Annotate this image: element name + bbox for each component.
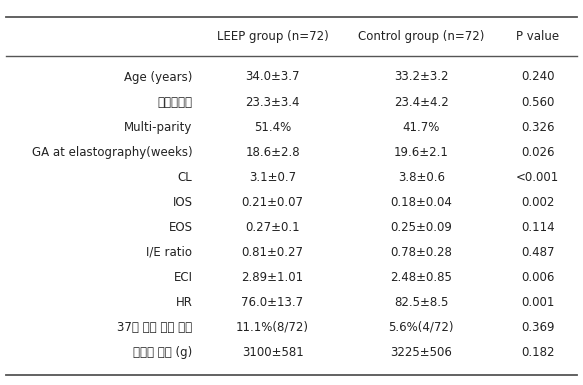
Text: Multi-parity: Multi-parity [124, 121, 192, 134]
Text: 체질량지수: 체질량지수 [157, 95, 192, 109]
Text: 3100±581: 3100±581 [242, 346, 303, 359]
Text: 19.6±2.1: 19.6±2.1 [394, 146, 449, 159]
Text: ECI: ECI [173, 271, 192, 284]
Text: 0.001: 0.001 [521, 296, 554, 309]
Text: CL: CL [178, 171, 192, 184]
Text: 33.2±3.2: 33.2±3.2 [394, 70, 448, 84]
Text: 37주 이전 자연 조산: 37주 이전 자연 조산 [117, 321, 192, 334]
Text: 18.6±2.8: 18.6±2.8 [245, 146, 300, 159]
Text: 51.4%: 51.4% [254, 121, 291, 134]
Text: 2.89±1.01: 2.89±1.01 [241, 271, 304, 284]
Text: 3.1±0.7: 3.1±0.7 [249, 171, 296, 184]
Text: 23.4±4.2: 23.4±4.2 [394, 95, 448, 109]
Text: IOS: IOS [173, 196, 192, 209]
Text: 0.27±0.1: 0.27±0.1 [245, 221, 300, 234]
Text: 5.6%(4/72): 5.6%(4/72) [388, 321, 454, 334]
Text: LEEP group (n=72): LEEP group (n=72) [217, 30, 328, 43]
Text: 41.7%: 41.7% [402, 121, 440, 134]
Text: 0.026: 0.026 [521, 146, 554, 159]
Text: GA at elastography(weeks): GA at elastography(weeks) [31, 146, 192, 159]
Text: Age (years): Age (years) [124, 70, 192, 84]
Text: <0.001: <0.001 [516, 171, 560, 184]
Text: 3.8±0.6: 3.8±0.6 [398, 171, 445, 184]
Text: 0.114: 0.114 [521, 221, 554, 234]
Text: 0.487: 0.487 [521, 246, 554, 259]
Text: 0.21±0.07: 0.21±0.07 [241, 196, 304, 209]
Text: 0.369: 0.369 [521, 321, 554, 334]
Text: 신생아 체중 (g): 신생아 체중 (g) [133, 346, 192, 359]
Text: P value: P value [517, 30, 559, 43]
Text: Control group (n=72): Control group (n=72) [358, 30, 484, 43]
Text: 0.81±0.27: 0.81±0.27 [241, 246, 304, 259]
Text: 23.3±3.4: 23.3±3.4 [245, 95, 300, 109]
Text: 0.002: 0.002 [521, 196, 554, 209]
Text: 0.18±0.04: 0.18±0.04 [390, 196, 452, 209]
Text: HR: HR [175, 296, 192, 309]
Text: 34.0±3.7: 34.0±3.7 [245, 70, 300, 84]
Text: 0.182: 0.182 [521, 346, 554, 359]
Text: 0.25±0.09: 0.25±0.09 [390, 221, 452, 234]
Text: 0.006: 0.006 [521, 271, 554, 284]
Text: 82.5±8.5: 82.5±8.5 [394, 296, 448, 309]
Text: 76.0±13.7: 76.0±13.7 [241, 296, 304, 309]
Text: I/E ratio: I/E ratio [146, 246, 192, 259]
Text: 0.326: 0.326 [521, 121, 554, 134]
Text: 2.48±0.85: 2.48±0.85 [390, 271, 452, 284]
Text: 0.240: 0.240 [521, 70, 554, 84]
Text: 3225±506: 3225±506 [390, 346, 452, 359]
Text: 0.560: 0.560 [521, 95, 554, 109]
Text: 0.78±0.28: 0.78±0.28 [390, 246, 452, 259]
Text: EOS: EOS [168, 221, 192, 234]
Text: 11.1%(8/72): 11.1%(8/72) [236, 321, 309, 334]
